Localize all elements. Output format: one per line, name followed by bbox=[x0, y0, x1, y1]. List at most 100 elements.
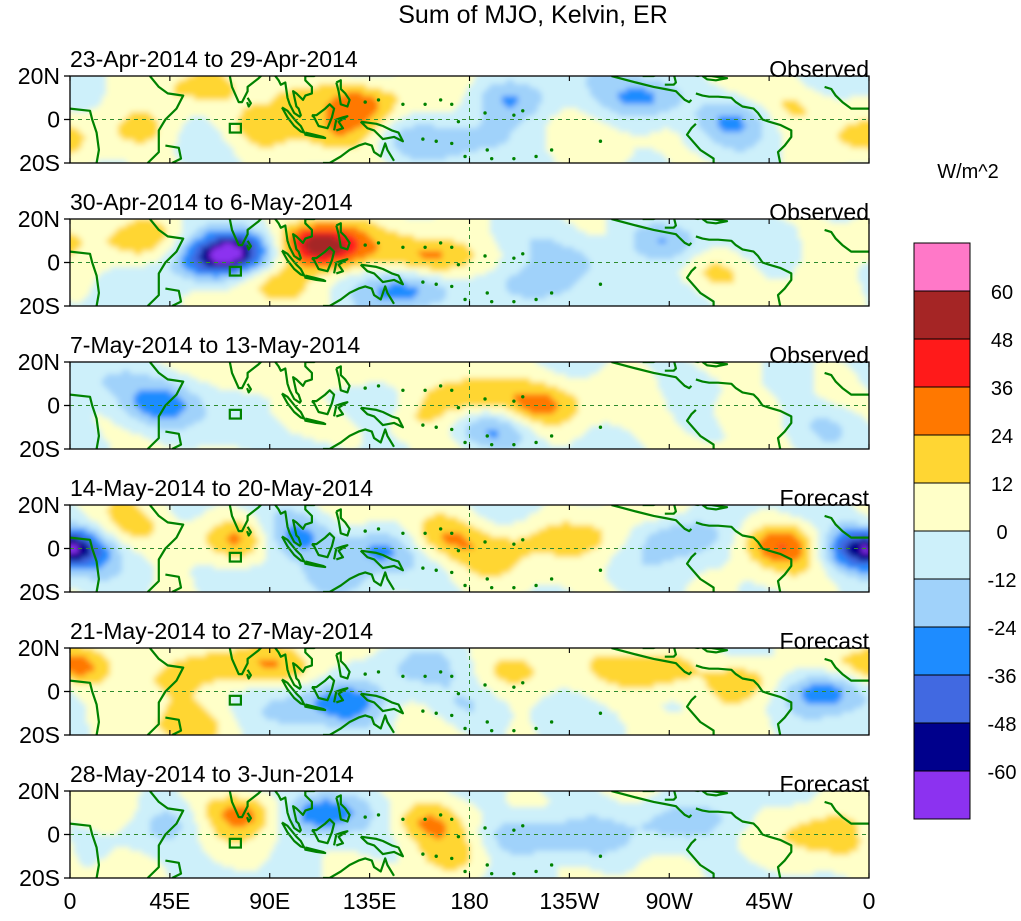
field-cell bbox=[126, 156, 131, 161]
field-cell bbox=[638, 76, 643, 81]
field-cell bbox=[718, 84, 723, 89]
field-cell bbox=[542, 152, 547, 157]
field-cell bbox=[230, 164, 235, 169]
field-cell bbox=[270, 116, 275, 121]
field-cell bbox=[566, 168, 571, 173]
field-cell bbox=[422, 168, 427, 173]
field-cell bbox=[538, 128, 543, 133]
field-cell bbox=[818, 164, 823, 169]
field-cell bbox=[422, 116, 427, 121]
field-cell bbox=[578, 116, 583, 121]
field-cell bbox=[490, 120, 495, 125]
field-cell bbox=[402, 168, 407, 173]
field-cell bbox=[326, 76, 331, 81]
field-cell bbox=[774, 116, 779, 121]
field-cell bbox=[318, 100, 323, 105]
field-cell bbox=[670, 136, 675, 141]
field-cell bbox=[374, 96, 379, 101]
field-cell bbox=[62, 76, 67, 81]
field-cell bbox=[238, 84, 243, 89]
field-cell bbox=[414, 88, 419, 93]
field-cell bbox=[318, 152, 323, 157]
field-cell bbox=[610, 132, 615, 137]
field-cell bbox=[214, 88, 219, 93]
field-cell bbox=[750, 88, 755, 93]
field-cell bbox=[198, 112, 203, 117]
field-cell bbox=[610, 164, 615, 169]
field-cell bbox=[502, 104, 507, 109]
field-cell bbox=[138, 120, 143, 125]
field-cell bbox=[642, 124, 647, 129]
field-cell bbox=[106, 108, 111, 113]
field-cell bbox=[266, 128, 271, 133]
field-cell bbox=[702, 80, 707, 85]
field-cell bbox=[570, 80, 575, 85]
field-cell bbox=[610, 68, 615, 73]
field-cell bbox=[618, 140, 623, 145]
field-cell bbox=[234, 148, 239, 153]
field-cell bbox=[430, 168, 435, 173]
field-cell bbox=[546, 124, 551, 129]
field-cell bbox=[114, 124, 119, 129]
field-cell bbox=[766, 92, 771, 97]
field-cell bbox=[426, 124, 431, 129]
field-cell bbox=[622, 112, 627, 117]
field-cell bbox=[274, 160, 279, 163]
field-cell bbox=[234, 76, 239, 81]
field-cell bbox=[694, 100, 699, 105]
field-cell bbox=[730, 132, 735, 137]
field-cell bbox=[534, 164, 539, 169]
field-cell bbox=[290, 88, 295, 93]
field-cell bbox=[290, 140, 295, 145]
field-cell bbox=[118, 92, 123, 97]
field-cell bbox=[806, 108, 811, 113]
field-cell bbox=[418, 108, 423, 113]
field-cell bbox=[634, 108, 639, 113]
field-cell bbox=[418, 96, 423, 101]
field-cell bbox=[342, 128, 347, 133]
field-cell bbox=[794, 132, 799, 137]
field-cell bbox=[822, 156, 827, 161]
field-cell bbox=[598, 168, 603, 173]
field-cell bbox=[762, 116, 767, 121]
field-cell bbox=[274, 92, 279, 97]
field-cell bbox=[798, 112, 803, 117]
field-cell bbox=[162, 148, 167, 153]
field-cell bbox=[406, 100, 411, 105]
field-cell bbox=[582, 128, 587, 133]
field-cell bbox=[158, 84, 163, 89]
field-cell bbox=[446, 132, 451, 137]
field-cell bbox=[626, 76, 631, 81]
field-cell bbox=[74, 156, 79, 161]
field-cell bbox=[686, 104, 691, 109]
field-cell bbox=[262, 88, 267, 93]
field-cell bbox=[238, 76, 243, 81]
field-cell bbox=[294, 140, 299, 145]
field-cell bbox=[706, 156, 711, 161]
field-cell bbox=[254, 128, 259, 133]
field-cell bbox=[814, 164, 819, 169]
field-cell bbox=[366, 140, 371, 145]
field-cell bbox=[658, 128, 663, 133]
field-cell bbox=[510, 168, 515, 173]
field-cell bbox=[438, 144, 443, 149]
field-cell bbox=[78, 88, 83, 93]
field-cell bbox=[642, 68, 647, 73]
field-cell bbox=[718, 160, 723, 163]
field-cell bbox=[166, 96, 171, 101]
field-cell bbox=[122, 96, 127, 101]
field-cell bbox=[690, 136, 695, 141]
field-cell bbox=[610, 116, 615, 121]
field-cell bbox=[802, 100, 807, 105]
field-cell bbox=[770, 128, 775, 133]
field-cell bbox=[790, 156, 795, 161]
field-cell bbox=[782, 116, 787, 121]
field-cell bbox=[626, 108, 631, 113]
field-cell bbox=[382, 108, 387, 113]
field-cell bbox=[762, 164, 767, 169]
field-cell bbox=[802, 152, 807, 157]
field-cell bbox=[326, 156, 331, 161]
field-cell bbox=[738, 148, 743, 153]
field-cell bbox=[118, 100, 123, 105]
field-cell bbox=[122, 144, 127, 149]
